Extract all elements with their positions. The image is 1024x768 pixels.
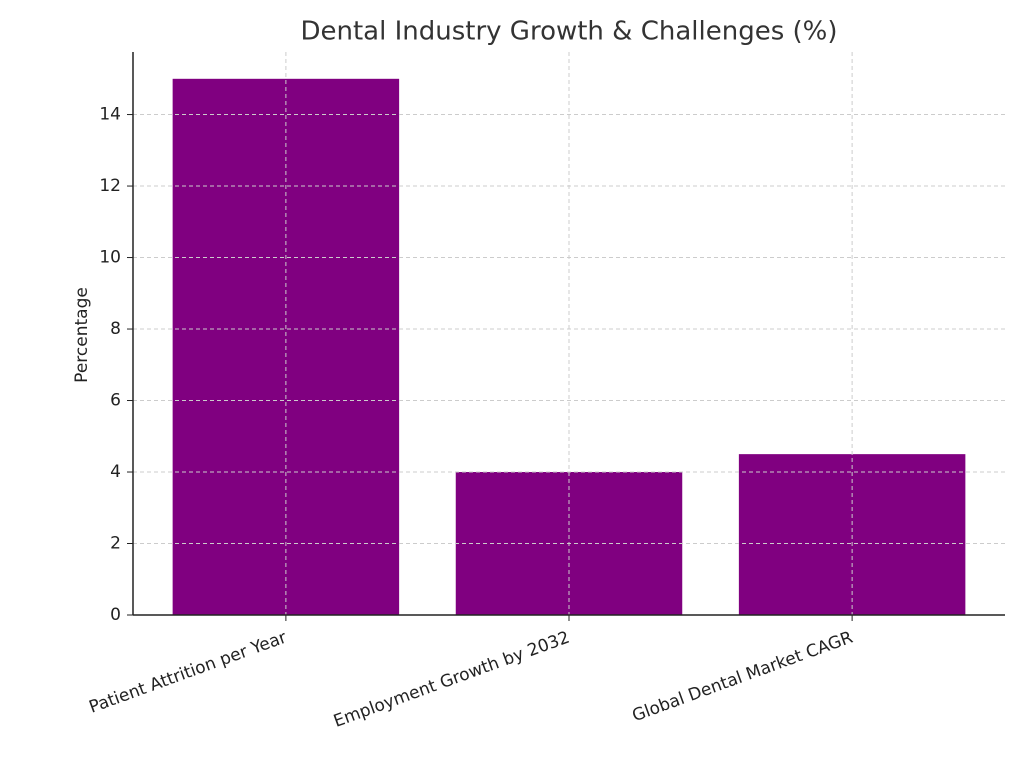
chart-title: Dental Industry Growth & Challenges (%) [300,17,837,47]
y-axis-label: Percentage [72,287,92,383]
y-tick-label: 14 [99,105,121,125]
y-tick-label: 10 [99,248,121,268]
x-tick-label: Global Dental Market CAGR [630,628,856,727]
bar [738,454,966,615]
x-tick-label: Employment Growth by 2032 [331,628,572,732]
y-tick-label: 8 [110,319,121,339]
y-tick-label: 0 [110,605,121,625]
x-tick-label: Patient Attrition per Year [86,628,289,718]
y-tick-label: 6 [110,391,121,411]
y-tick-label: 12 [99,176,121,196]
y-tick-label: 4 [110,462,121,482]
y-tick-label: 2 [110,534,121,554]
